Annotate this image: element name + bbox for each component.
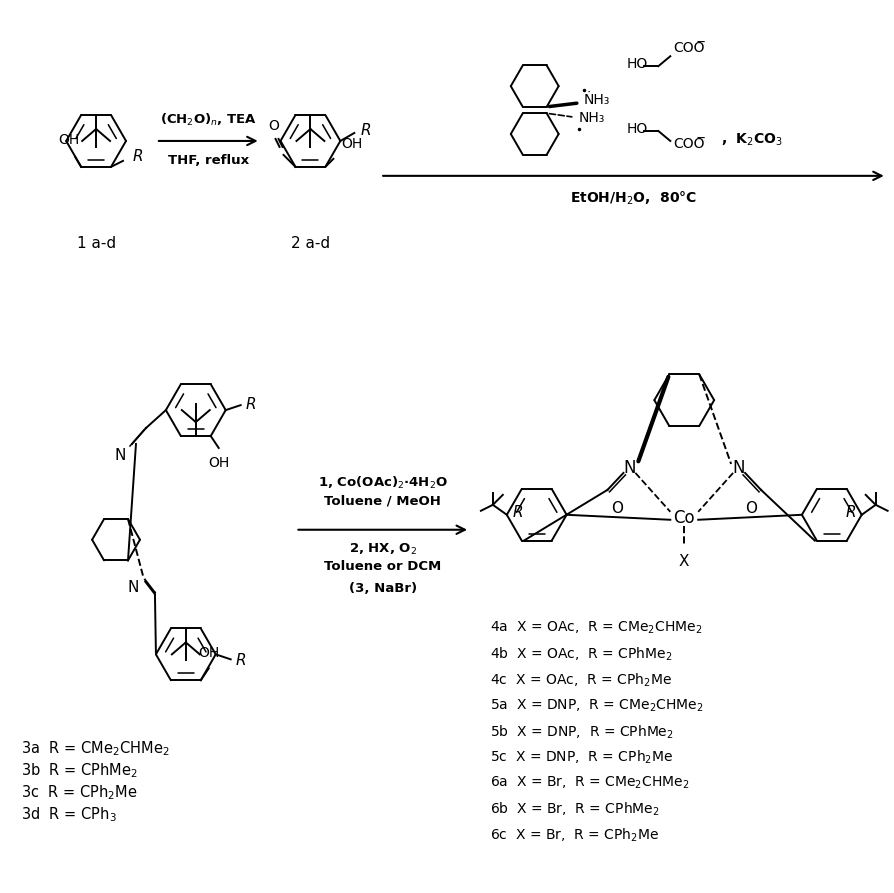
Text: Co: Co bbox=[672, 509, 695, 527]
Text: COO̅: COO̅ bbox=[672, 137, 704, 151]
Text: ,  K$_2$CO$_3$: , K$_2$CO$_3$ bbox=[721, 132, 782, 148]
Text: 6b  X = Br,  R = CPhMe$_2$: 6b X = Br, R = CPhMe$_2$ bbox=[489, 801, 659, 818]
Text: 4b  X = OAc,  R = CPhMe$_2$: 4b X = OAc, R = CPhMe$_2$ bbox=[489, 646, 671, 663]
Text: 3d  R = CPh$_3$: 3d R = CPh$_3$ bbox=[21, 805, 117, 823]
Text: X: X bbox=[679, 554, 688, 569]
Text: 1 a-d: 1 a-d bbox=[77, 236, 115, 251]
Text: 3a  R = CMe$_2$CHMe$_2$: 3a R = CMe$_2$CHMe$_2$ bbox=[21, 739, 170, 758]
Text: (CH$_2$O)$_n$, TEA: (CH$_2$O)$_n$, TEA bbox=[160, 112, 257, 128]
Text: NH₃: NH₃ bbox=[578, 112, 604, 125]
Text: Toluene or DCM: Toluene or DCM bbox=[324, 560, 441, 572]
Text: R: R bbox=[360, 123, 370, 138]
Text: EtOH/H$_2$O,  80°C: EtOH/H$_2$O, 80°C bbox=[569, 190, 696, 207]
Text: 3c  R = CPh$_2$Me: 3c R = CPh$_2$Me bbox=[21, 783, 138, 802]
Text: R: R bbox=[245, 396, 256, 412]
Text: OH: OH bbox=[198, 647, 219, 660]
Text: N: N bbox=[128, 580, 139, 595]
Text: ṄH₃: ṄH₃ bbox=[583, 93, 610, 107]
Text: N: N bbox=[114, 448, 126, 463]
Text: 6a  X = Br,  R = CMe$_2$CHMe$_2$: 6a X = Br, R = CMe$_2$CHMe$_2$ bbox=[489, 775, 688, 791]
Text: 1, Co(OAc)$_2$·4H$_2$O: 1, Co(OAc)$_2$·4H$_2$O bbox=[317, 475, 447, 491]
Text: OH: OH bbox=[341, 137, 362, 151]
Text: O: O bbox=[744, 501, 756, 516]
Text: R: R bbox=[235, 653, 246, 668]
Text: R: R bbox=[845, 505, 855, 520]
Text: 5a  X = DNP,  R = CMe$_2$CHMe$_2$: 5a X = DNP, R = CMe$_2$CHMe$_2$ bbox=[489, 697, 703, 714]
Text: 4a  X = OAc,  R = CMe$_2$CHMe$_2$: 4a X = OAc, R = CMe$_2$CHMe$_2$ bbox=[489, 620, 702, 636]
Text: N: N bbox=[622, 459, 635, 477]
Text: 5b  X = DNP,  R = CPhMe$_2$: 5b X = DNP, R = CPhMe$_2$ bbox=[489, 723, 673, 740]
Text: 2 a-d: 2 a-d bbox=[291, 236, 330, 251]
Text: R: R bbox=[133, 149, 143, 164]
Text: THF, reflux: THF, reflux bbox=[167, 154, 249, 167]
Text: R: R bbox=[512, 505, 522, 520]
Text: 3b  R = CPhMe$_2$: 3b R = CPhMe$_2$ bbox=[21, 761, 139, 780]
Text: HO: HO bbox=[626, 122, 647, 136]
Text: 2, HX, O$_2$: 2, HX, O$_2$ bbox=[349, 542, 417, 557]
Text: N: N bbox=[732, 459, 745, 477]
Text: COO̅: COO̅ bbox=[672, 41, 704, 55]
Text: HO: HO bbox=[626, 57, 647, 71]
Text: OH: OH bbox=[58, 133, 80, 147]
Text: O: O bbox=[268, 119, 279, 133]
Text: (3, NaBr): (3, NaBr) bbox=[349, 581, 417, 595]
Text: 5c  X = DNP,  R = CPh$_2$Me: 5c X = DNP, R = CPh$_2$Me bbox=[489, 749, 672, 766]
Text: 6c  X = Br,  R = CPh$_2$Me: 6c X = Br, R = CPh$_2$Me bbox=[489, 827, 658, 844]
Text: O: O bbox=[611, 501, 623, 516]
Text: OH: OH bbox=[208, 456, 229, 470]
Text: 4c  X = OAc,  R = CPh$_2$Me: 4c X = OAc, R = CPh$_2$Me bbox=[489, 672, 671, 689]
Text: Toluene / MeOH: Toluene / MeOH bbox=[324, 495, 441, 508]
